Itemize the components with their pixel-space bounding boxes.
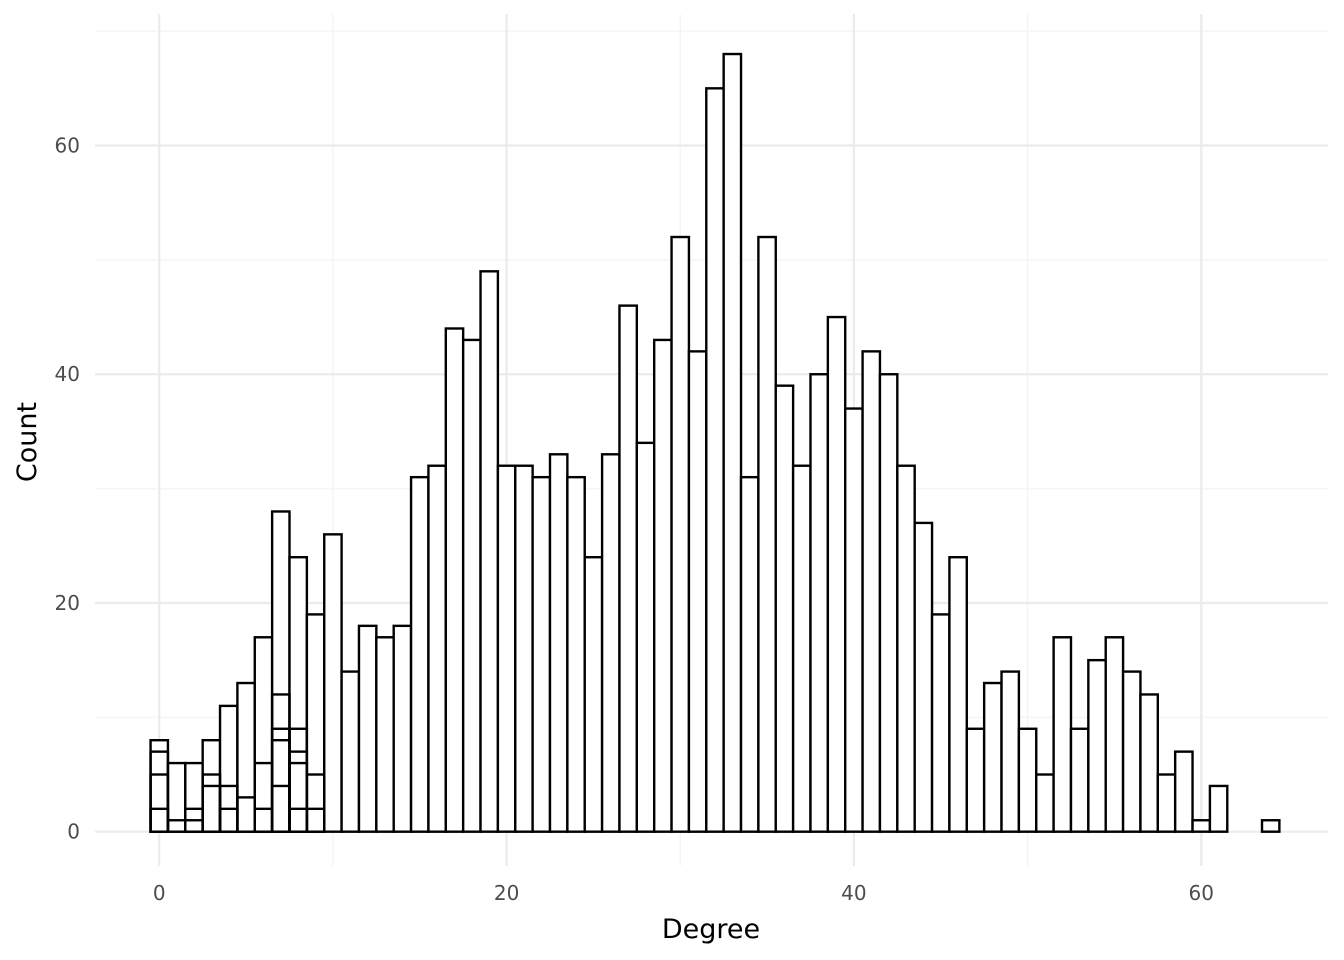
histogram-bar (948, 556, 968, 833)
histogram-bar (461, 338, 482, 833)
histogram-bar (844, 407, 864, 833)
histogram-bar (514, 464, 534, 833)
histogram-bar (218, 704, 239, 833)
histogram-bar (1017, 727, 1038, 833)
histogram-bar (375, 636, 395, 833)
histogram-bar (340, 670, 361, 833)
histogram-bar (1121, 670, 1142, 833)
histogram-bar (809, 373, 830, 833)
histogram-bar (635, 441, 656, 833)
histogram-bar (965, 727, 986, 833)
histogram-bar (1139, 693, 1160, 833)
histogram-bar (323, 533, 343, 833)
histogram-bar (913, 521, 934, 833)
histogram-bar (896, 464, 916, 833)
histogram-bar (444, 327, 465, 833)
histogram-bar (930, 613, 951, 833)
y-tick-label: 20 (55, 591, 80, 615)
histogram-bar (722, 52, 743, 833)
histogram-bar (1035, 773, 1055, 833)
histogram-bar (705, 87, 725, 833)
histogram-bar (1260, 819, 1281, 833)
histogram-bar (583, 556, 604, 833)
histogram-bar (774, 384, 795, 833)
histogram-bar (1000, 670, 1021, 833)
y-tick-label: 60 (55, 134, 80, 158)
histogram-bar (826, 315, 847, 833)
y-axis-title: Count (12, 402, 43, 482)
y-axis-tick-labels: 0 20 40 60 (55, 134, 80, 844)
histogram-bar (982, 681, 1003, 833)
histogram-bar (1052, 636, 1073, 833)
x-tick-label: 40 (841, 881, 866, 905)
histogram-bar (392, 624, 413, 833)
histogram-bar (791, 464, 812, 833)
histogram-bar (1191, 819, 1212, 833)
histogram-bar (1156, 773, 1177, 833)
histogram-bar (149, 739, 170, 833)
histogram-bar (357, 624, 378, 833)
x-axis-tick-labels: 0 20 40 60 (153, 881, 1214, 905)
histogram-bar (566, 475, 586, 833)
histogram-overlay-outlines (149, 693, 326, 833)
histogram-bar (1087, 658, 1107, 833)
histogram-bar (236, 681, 256, 833)
x-tick-label: 60 (1189, 881, 1214, 905)
histogram-bar (687, 350, 708, 833)
histogram-bar (652, 338, 673, 833)
histogram-overlay-bar (305, 807, 326, 833)
y-tick-label: 0 (67, 820, 80, 844)
histogram-bar (253, 636, 274, 833)
histogram-bars (149, 52, 1281, 833)
histogram-bar (409, 475, 430, 833)
x-axis-title: Degree (662, 914, 760, 945)
histogram-bar (861, 350, 882, 833)
histogram-bar (600, 453, 621, 833)
x-tick-label: 20 (494, 881, 519, 905)
histogram-bar (878, 373, 899, 833)
histogram-bar (479, 270, 500, 833)
histogram-bar (670, 235, 691, 833)
histogram-bar (1104, 636, 1125, 833)
histogram-bar (618, 304, 639, 833)
histogram-bar (427, 464, 447, 833)
y-tick-label: 40 (55, 362, 80, 386)
histogram-bar (305, 613, 326, 833)
histogram-bar (757, 235, 777, 833)
histogram-bar (531, 475, 552, 833)
histogram-bar (288, 556, 309, 833)
histogram-bar (1208, 784, 1229, 833)
histogram-bar (496, 464, 517, 833)
histogram-bar (548, 453, 569, 833)
histogram-bar (1173, 750, 1194, 833)
histogram-bar (270, 510, 291, 833)
histogram-bar (1069, 727, 1090, 833)
histogram-bar (739, 475, 760, 833)
x-tick-label: 0 (153, 881, 166, 905)
